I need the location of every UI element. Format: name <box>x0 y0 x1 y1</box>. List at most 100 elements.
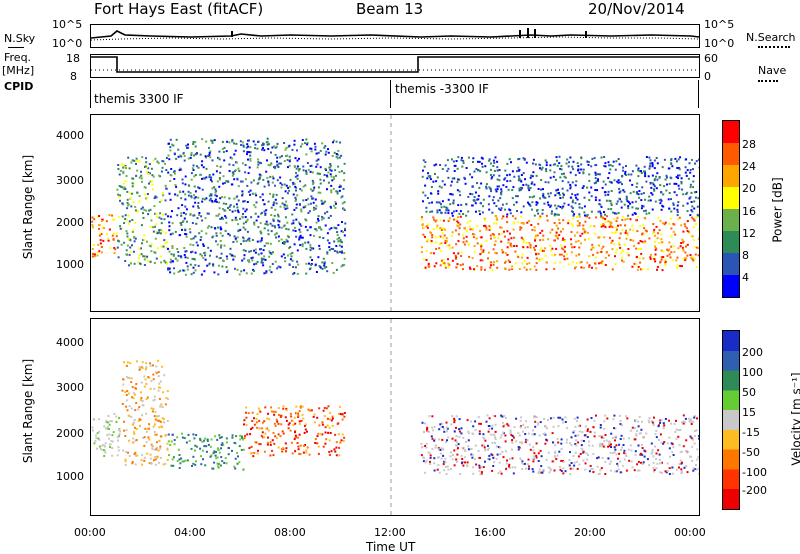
heatmap-cell <box>544 196 547 199</box>
heatmap-cell <box>556 437 559 440</box>
heatmap-cell <box>248 447 251 450</box>
heatmap-cell <box>656 162 659 165</box>
heatmap-cell <box>444 164 447 167</box>
heatmap-cell <box>459 264 462 267</box>
heatmap-cell <box>181 178 184 181</box>
heatmap-cell <box>145 366 148 369</box>
heatmap-cell <box>293 182 296 185</box>
heatmap-cell <box>594 174 597 176</box>
heatmap-cell <box>121 389 124 392</box>
heatmap-cell <box>476 160 479 163</box>
heatmap-cell <box>144 165 147 168</box>
heatmap-cell <box>460 462 463 465</box>
heatmap-cell <box>557 227 560 230</box>
heatmap-cell <box>654 260 657 263</box>
heatmap-cell <box>633 262 636 265</box>
heatmap-cell <box>105 220 108 223</box>
heatmap-cell <box>266 143 269 146</box>
heatmap-cell <box>670 159 673 162</box>
heatmap-cell <box>337 224 340 227</box>
heatmap-cell <box>518 268 521 270</box>
heatmap-cell <box>494 236 496 239</box>
heatmap-cell <box>598 262 601 265</box>
heatmap-cell <box>193 197 196 200</box>
heatmap-cell <box>119 430 122 433</box>
heatmap-cell <box>610 181 613 184</box>
heatmap-cell <box>242 222 245 225</box>
heatmap-cell <box>120 185 122 188</box>
heatmap-cell <box>107 415 110 417</box>
heatmap-cell <box>217 462 220 465</box>
heatmap-cell <box>277 407 280 410</box>
heatmap-cell <box>172 456 175 459</box>
cpid-panel: themis 3300 IF themis -3300 IF <box>90 80 700 108</box>
heatmap-cell <box>641 204 644 207</box>
heatmap-cell <box>258 409 261 412</box>
heatmap-cell <box>563 250 566 253</box>
heatmap-cell <box>668 192 671 194</box>
heatmap-cell <box>616 462 619 465</box>
heatmap-cell <box>153 395 156 398</box>
heatmap-cell <box>152 373 155 376</box>
heatmap-cell <box>666 183 668 186</box>
heatmap-cell <box>272 177 275 180</box>
heatmap-cell <box>169 146 172 149</box>
heatmap-cell <box>606 417 609 420</box>
heatmap-cell <box>312 415 315 418</box>
heatmap-cell <box>490 453 493 456</box>
vel-cbar-tick-15: 15 <box>742 406 756 419</box>
heatmap-cell <box>553 222 556 224</box>
heatmap-cell <box>318 424 321 427</box>
heatmap-cell <box>340 154 343 157</box>
heatmap-cell <box>146 430 148 433</box>
heatmap-cell <box>677 218 680 221</box>
heatmap-cell <box>626 252 629 255</box>
heatmap-cell <box>446 170 449 173</box>
heatmap-cell <box>273 413 276 416</box>
heatmap-cell <box>595 181 597 184</box>
heatmap-cell <box>124 180 127 182</box>
heatmap-cell <box>499 226 502 229</box>
heatmap-cell <box>498 179 501 182</box>
heatmap-cell <box>158 439 161 442</box>
heatmap-cell <box>587 440 590 443</box>
heatmap-cell <box>455 218 458 221</box>
heatmap-cell <box>697 456 700 459</box>
heatmap-cell <box>577 441 580 444</box>
heatmap-cell <box>142 404 145 407</box>
heatmap-cell <box>192 169 195 171</box>
heatmap-cell <box>284 216 287 219</box>
heatmap-cell <box>680 182 683 185</box>
power-cbar-tick-12: 12 <box>742 227 756 240</box>
heatmap-cell <box>458 227 461 230</box>
heatmap-cell <box>457 156 460 159</box>
heatmap-cell <box>556 237 559 240</box>
heatmap-cell <box>336 231 339 234</box>
heatmap-cell <box>311 259 313 261</box>
heatmap-cell <box>111 434 114 437</box>
heatmap-cell <box>129 197 132 200</box>
heatmap-cell <box>295 235 298 238</box>
heatmap-cell <box>318 244 321 247</box>
heatmap-cell <box>590 195 593 198</box>
heatmap-cell <box>437 456 440 459</box>
heatmap-cell <box>641 186 644 189</box>
heatmap-cell <box>557 425 560 428</box>
heatmap-cell <box>286 192 289 195</box>
heatmap-cell <box>343 234 346 237</box>
heatmap-cell <box>653 416 655 419</box>
heatmap-cell <box>533 229 536 232</box>
heatmap-cell <box>689 254 692 256</box>
heatmap-cell <box>198 212 201 214</box>
heatmap-cell <box>327 148 329 151</box>
heatmap-cell <box>215 232 218 235</box>
heatmap-cell <box>132 182 135 185</box>
heatmap-cell <box>493 202 496 205</box>
heatmap-cell <box>125 218 128 221</box>
heatmap-cell <box>133 432 136 435</box>
heatmap-cell <box>505 215 508 218</box>
heatmap-cell <box>150 167 153 170</box>
heatmap-cell <box>192 143 195 145</box>
heatmap-cell <box>179 222 182 225</box>
heatmap-cell <box>633 245 636 247</box>
